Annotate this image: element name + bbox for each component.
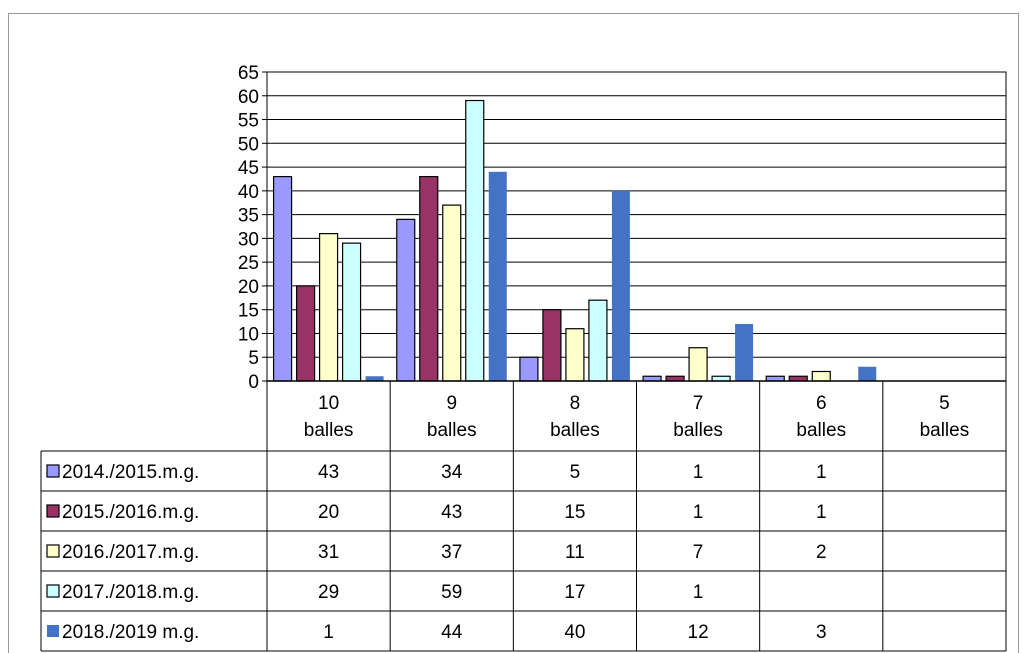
x-tick-label: 5 balles bbox=[920, 393, 970, 441]
data-label: 1 bbox=[816, 502, 827, 523]
y-tick-label: 20 bbox=[238, 277, 259, 298]
y-tick-label: 50 bbox=[238, 134, 259, 155]
data-label: 40 bbox=[564, 622, 585, 643]
legend-label: 2015./2016.m.g. bbox=[62, 502, 199, 523]
bar bbox=[565, 328, 585, 382]
legend-label: 2014./2015.m.g. bbox=[62, 462, 199, 483]
data-label: 44 bbox=[441, 622, 463, 643]
data-label: 1 bbox=[323, 622, 334, 643]
y-tick-label: 5 bbox=[248, 348, 259, 369]
y-tick-label: 35 bbox=[238, 206, 259, 227]
data-label: 5 bbox=[570, 462, 581, 483]
plot-area bbox=[266, 71, 1007, 382]
bar bbox=[272, 175, 293, 382]
bar bbox=[419, 175, 439, 382]
data-label: 43 bbox=[441, 502, 462, 523]
bar bbox=[295, 285, 316, 382]
data-label: 15 bbox=[564, 502, 585, 523]
data-label: 1 bbox=[693, 502, 704, 523]
legend-swatch bbox=[47, 625, 59, 637]
bar bbox=[365, 376, 384, 381]
y-tick-label: 60 bbox=[238, 87, 259, 108]
x-tick-label: 6 balles bbox=[796, 393, 846, 441]
bar bbox=[465, 99, 485, 382]
y-tick-label: 55 bbox=[238, 111, 259, 132]
data-label: 7 bbox=[693, 542, 704, 563]
y-tick-label: 10 bbox=[238, 324, 259, 345]
bar bbox=[341, 242, 362, 382]
y-tick-label: 25 bbox=[238, 253, 259, 274]
y-tick-label: 0 bbox=[248, 372, 259, 393]
data-label: 11 bbox=[565, 542, 585, 563]
chart-frame bbox=[8, 13, 1019, 653]
y-tick-label: 40 bbox=[238, 182, 259, 203]
legend-swatch bbox=[46, 584, 60, 598]
data-label: 1 bbox=[693, 462, 704, 483]
bar bbox=[542, 309, 562, 382]
x-tick-label: 8 balles bbox=[550, 393, 600, 441]
data-label: 31 bbox=[318, 542, 339, 563]
data-label: 20 bbox=[318, 502, 339, 523]
legend-swatch bbox=[46, 544, 60, 558]
data-label: 29 bbox=[318, 582, 339, 603]
data-label: 1 bbox=[816, 462, 827, 483]
bar bbox=[611, 190, 630, 381]
x-tick-label: 7 balles bbox=[673, 393, 723, 441]
data-label: 12 bbox=[688, 622, 709, 643]
data-table: 10 balles 9 balles 8 balles 7 balles 6 balles 5 bal… bbox=[40, 381, 1007, 652]
bar bbox=[735, 323, 754, 381]
gridlines bbox=[266, 71, 1007, 382]
y-tick-label: 65 bbox=[238, 63, 259, 84]
bar bbox=[858, 366, 877, 381]
bar bbox=[519, 356, 539, 382]
legend-label: 2017./2018.m.g. bbox=[62, 582, 199, 603]
bar bbox=[396, 218, 416, 382]
x-tick-label: 10 balles bbox=[304, 393, 354, 441]
data-label: 34 bbox=[441, 462, 463, 483]
y-tick-label: 30 bbox=[238, 229, 259, 250]
x-tick-label: 9 balles bbox=[427, 393, 477, 441]
y-tick-label: 45 bbox=[238, 158, 259, 179]
data-label: 59 bbox=[441, 582, 462, 603]
legend-swatch bbox=[46, 504, 60, 518]
data-label: 43 bbox=[318, 462, 339, 483]
bar bbox=[811, 370, 831, 382]
bar bbox=[442, 204, 462, 382]
data-label: 17 bbox=[564, 582, 585, 603]
legend-label: 2018./2019 m.g. bbox=[62, 622, 199, 643]
legend-swatch bbox=[46, 464, 60, 478]
data-label: 37 bbox=[441, 542, 462, 563]
legend-label: 2016./2017.m.g. bbox=[62, 542, 199, 563]
bars bbox=[272, 99, 877, 382]
bar bbox=[488, 171, 507, 381]
bar bbox=[318, 233, 339, 382]
bar bbox=[688, 347, 708, 382]
data-label: 1 bbox=[693, 582, 704, 603]
data-label: 3 bbox=[816, 622, 827, 643]
data-label: 2 bbox=[816, 542, 827, 563]
bar bbox=[588, 299, 608, 382]
y-tick-label: 15 bbox=[238, 301, 259, 322]
